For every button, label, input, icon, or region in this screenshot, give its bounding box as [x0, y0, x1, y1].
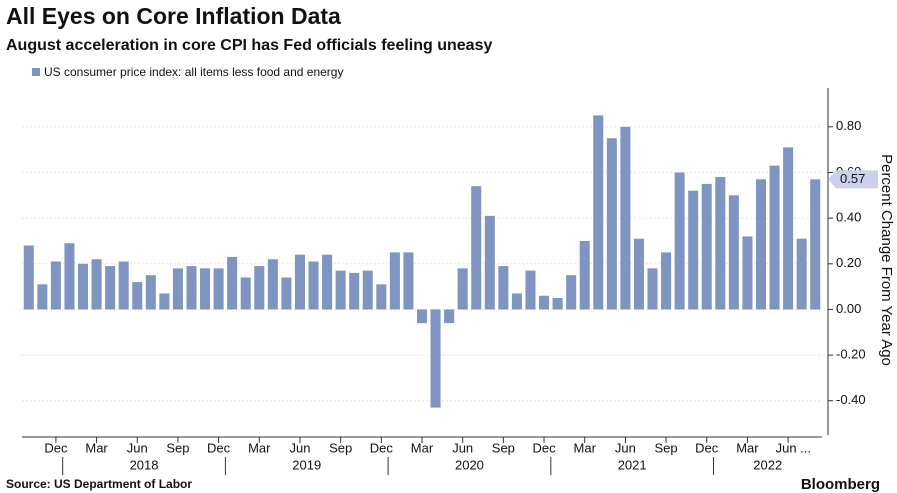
bar	[498, 266, 509, 310]
bar	[227, 256, 238, 310]
bar	[701, 183, 712, 310]
bar	[159, 293, 170, 310]
x-tick-label: Mar	[248, 440, 271, 455]
x-tick-label: Dec	[695, 440, 719, 455]
bar	[322, 254, 333, 310]
x-tick-label: Mar	[736, 440, 759, 455]
bar	[783, 147, 794, 310]
y-tick-label: 0.80	[836, 118, 861, 133]
y-tick-label: 0.40	[836, 210, 861, 225]
bar	[633, 238, 644, 310]
x-tick-label: Sep	[492, 440, 515, 455]
x-tick-label: Mar	[411, 440, 434, 455]
bar	[335, 270, 346, 310]
bar	[511, 293, 522, 310]
x-tick-label: Jun	[615, 440, 636, 455]
bar	[240, 277, 251, 310]
bar	[444, 309, 455, 324]
year-label: 2020	[455, 457, 484, 472]
bar	[457, 268, 468, 310]
bar	[471, 186, 482, 310]
bar	[416, 309, 428, 324]
year-label: 2021	[618, 457, 647, 472]
bar	[715, 177, 726, 310]
x-tick-label: Jun ...	[776, 440, 811, 455]
bar	[186, 266, 197, 310]
x-tick-label: Mar	[574, 440, 597, 455]
bar	[91, 259, 102, 310]
bar	[674, 172, 685, 310]
source: Source: US Department of Labor	[6, 477, 192, 491]
bar	[606, 138, 617, 310]
x-tick-label: Dec	[532, 440, 556, 455]
chart-title: All Eyes on Core Inflation Data	[6, 3, 341, 29]
bar	[769, 165, 780, 310]
bar	[78, 263, 89, 310]
chart-subtitle: August acceleration in core CPI has Fed …	[6, 37, 492, 54]
y-tick-label: 0.20	[836, 255, 861, 270]
year-label: 2019	[292, 457, 321, 472]
bar	[294, 254, 305, 310]
bar	[430, 309, 441, 408]
year-label: 2018	[130, 457, 159, 472]
bar	[254, 266, 265, 310]
last-value-badge	[828, 170, 878, 189]
legend-label: US consumer price index: all items less …	[44, 65, 343, 79]
bar	[620, 126, 631, 310]
bar	[281, 277, 292, 310]
bar	[810, 179, 821, 310]
y-tick-label: -0.20	[836, 347, 866, 362]
bar	[37, 284, 48, 310]
bar	[484, 215, 495, 310]
bar	[593, 115, 604, 310]
bar	[132, 282, 143, 310]
bar	[23, 245, 34, 310]
bar	[200, 268, 211, 310]
bar	[579, 240, 590, 310]
bar	[552, 298, 563, 310]
bar	[267, 259, 278, 310]
bar	[376, 284, 387, 310]
x-tick-label: Sep	[329, 440, 352, 455]
legend-swatch	[32, 68, 40, 76]
bar	[118, 261, 129, 310]
bar	[796, 238, 807, 310]
bar	[755, 179, 766, 310]
bar	[349, 272, 360, 310]
bar	[172, 268, 183, 310]
bar	[308, 261, 319, 310]
bar	[661, 252, 672, 310]
bar	[525, 270, 536, 310]
x-tick-label: Jun	[289, 440, 310, 455]
bar	[688, 190, 699, 310]
last-value-label: 0.57	[840, 171, 865, 186]
brand: Bloomberg	[801, 476, 880, 493]
x-tick-label: Dec	[370, 440, 394, 455]
bar	[742, 236, 753, 310]
bar	[362, 270, 373, 310]
x-tick-label: Mar	[85, 440, 108, 455]
bar	[539, 295, 550, 310]
x-tick-label: Jun	[127, 440, 148, 455]
bar	[50, 261, 61, 310]
y-tick-label: 0.00	[836, 301, 861, 316]
bar	[64, 243, 75, 310]
bar	[213, 268, 224, 310]
bar	[403, 252, 414, 310]
x-tick-label: Dec	[44, 440, 68, 455]
bar	[105, 266, 116, 310]
bar	[647, 268, 658, 310]
x-tick-label: Sep	[654, 440, 677, 455]
bar	[728, 195, 739, 310]
x-tick-label: Jun	[452, 440, 473, 455]
y-tick-label: -0.40	[836, 392, 866, 407]
bar	[145, 275, 156, 310]
x-tick-label: Sep	[166, 440, 189, 455]
y-axis-label: Percent Change From Year Ago	[878, 154, 895, 366]
bar	[389, 252, 400, 310]
year-label: 2022	[753, 457, 782, 472]
bar	[566, 275, 577, 310]
x-tick-label: Dec	[207, 440, 231, 455]
